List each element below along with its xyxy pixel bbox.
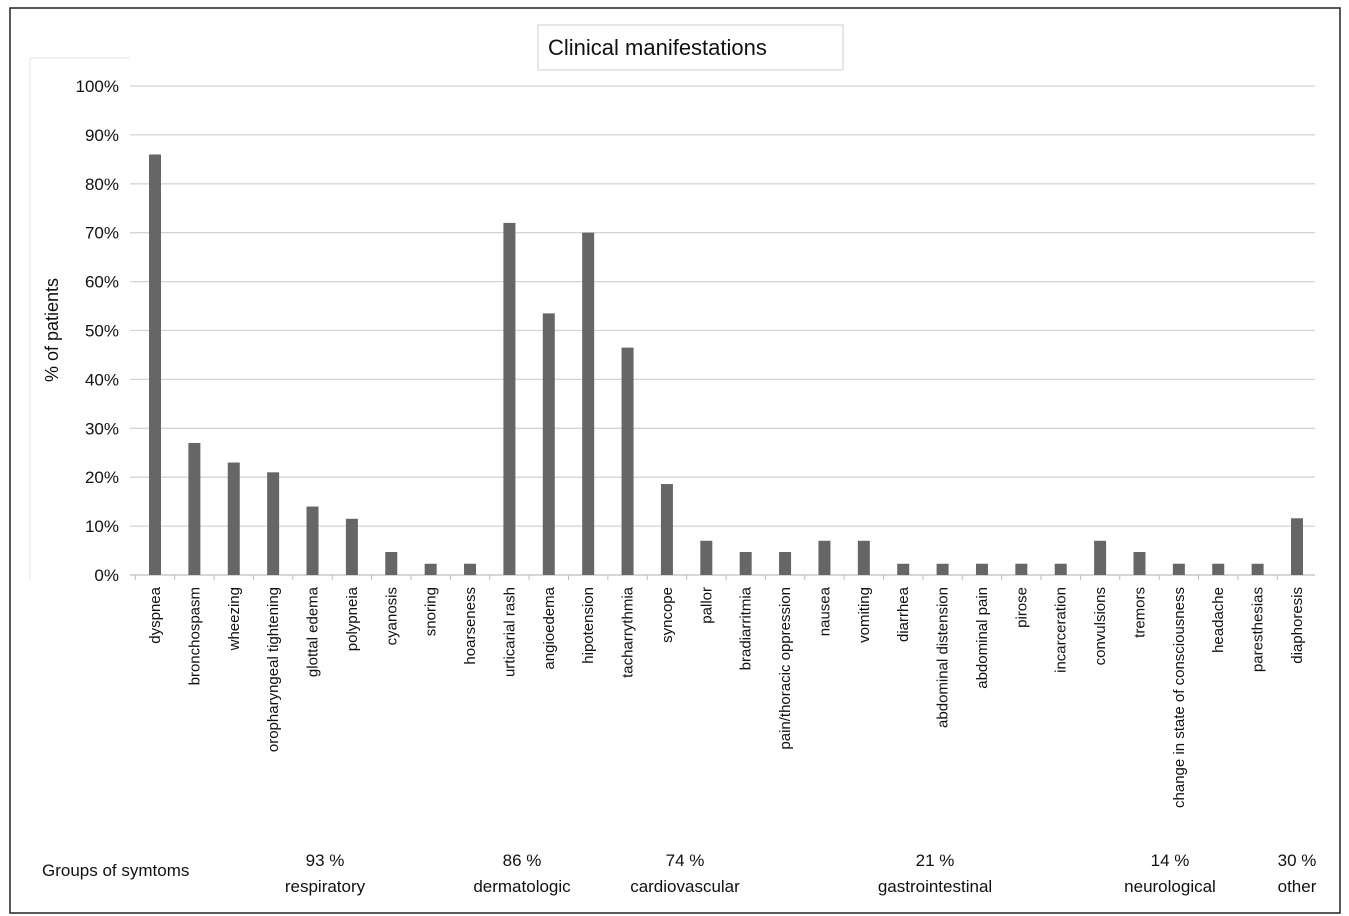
category-label: pain/thoracic oppression <box>777 587 794 750</box>
bar <box>1212 563 1225 575</box>
bar <box>1291 518 1303 575</box>
y-tick-label: 30% <box>85 419 119 438</box>
category-label: tremors <box>1131 587 1148 638</box>
category-label: pirose <box>1013 587 1030 628</box>
axes <box>29 57 1315 580</box>
group-percent: 14 % <box>1151 851 1190 870</box>
category-label: urticarial rash <box>501 587 518 677</box>
category-label: convulsions <box>1092 587 1109 665</box>
bar <box>503 222 516 576</box>
group-percent: 93 % <box>306 851 345 870</box>
y-tick-label: 60% <box>85 273 119 292</box>
bar <box>464 563 477 575</box>
bar <box>267 472 280 575</box>
bar <box>1251 563 1264 575</box>
bars <box>149 154 1303 576</box>
group-name: other <box>1278 877 1317 896</box>
group-percent: 74 % <box>666 851 705 870</box>
category-label: tacharrythmia <box>620 586 637 678</box>
category-label: dyspnea <box>147 586 164 643</box>
title-box <box>537 24 844 71</box>
category-label: vomiting <box>856 587 873 643</box>
group-name: dermatologic <box>473 877 571 896</box>
category-label: nausea <box>816 586 833 636</box>
bar <box>621 347 634 575</box>
bar <box>818 540 831 575</box>
category-label: oropharyngeal tightening <box>265 587 282 752</box>
category-label: cyanosis <box>383 587 400 645</box>
category-label: polypneia <box>344 586 361 651</box>
groups-label: Groups of symtoms <box>42 861 189 880</box>
bar <box>149 154 161 575</box>
figure-frame <box>9 7 1341 914</box>
bar <box>975 563 988 575</box>
group-percent: 21 % <box>916 851 955 870</box>
y-tick-label: 0% <box>94 566 119 585</box>
bar <box>897 563 910 575</box>
category-label: incarceration <box>1053 587 1070 673</box>
bar <box>385 552 398 575</box>
bar <box>779 552 792 575</box>
y-tick-labels: 0% 10% 20% 30% 40% 50% 60% 70% 80% 90% 100% <box>76 77 119 585</box>
category-label: pallor <box>698 587 715 624</box>
symptom-groups: 93 % respiratory 86 % dermatologic 74 % cardi… <box>285 851 1317 896</box>
category-label: headache <box>1210 587 1227 653</box>
gridlines <box>130 85 1315 527</box>
category-label: bronchospasm <box>186 587 203 685</box>
bar <box>345 518 358 575</box>
category-label: change in state of consciousness <box>1171 587 1188 808</box>
y-tick-label: 100% <box>76 77 119 96</box>
bar <box>424 563 437 575</box>
group-name: gastrointestinal <box>878 877 992 896</box>
category-label: hipotension <box>580 587 597 664</box>
category-label: hoarseness <box>462 587 479 665</box>
category-label: abdominal pain <box>974 587 991 689</box>
y-tick-label: 80% <box>85 175 119 194</box>
group-percent: 30 % <box>1278 851 1317 870</box>
category-label: glottal edema <box>305 586 322 677</box>
y-tick-label: 50% <box>85 322 119 341</box>
category-label: abdominal distension <box>935 587 952 728</box>
category-label: syncope <box>659 587 676 643</box>
group-name: cardiovascular <box>630 877 740 896</box>
bar <box>1133 552 1146 575</box>
category-label: wheezing <box>226 587 243 651</box>
bar <box>857 540 870 575</box>
category-label: paresthesias <box>1250 587 1267 672</box>
bar <box>227 462 240 575</box>
bar <box>700 540 713 575</box>
bar <box>1172 563 1185 575</box>
bar <box>188 442 201 575</box>
bar <box>660 484 673 575</box>
bar <box>1054 563 1067 575</box>
bar <box>1094 540 1107 575</box>
y-tick-label: 10% <box>85 517 119 536</box>
category-label: snoring <box>423 587 440 636</box>
bar <box>739 552 752 575</box>
bar <box>1015 563 1028 575</box>
group-percent: 86 % <box>503 851 542 870</box>
group-name: neurological <box>1124 877 1216 896</box>
y-tick-label: 70% <box>85 224 119 243</box>
y-axis-label: % of patients <box>42 278 62 382</box>
bar <box>542 313 555 575</box>
y-tick-label: 20% <box>85 468 119 487</box>
y-tick-label: 40% <box>85 370 119 389</box>
y-tick-label: 90% <box>85 126 119 145</box>
category-labels: dyspnea bronchospasm wheezing oropharyngeal… <box>147 586 1306 808</box>
bar <box>936 563 949 575</box>
category-label: diarrhea <box>895 586 912 642</box>
chart-title: Clinical manifestations <box>548 35 767 60</box>
bar <box>582 232 595 575</box>
category-label: angioedema <box>541 586 558 669</box>
bar <box>306 506 319 575</box>
category-label: bradiarritmia <box>738 586 755 670</box>
group-name: respiratory <box>285 877 366 896</box>
category-label: diaphoresis <box>1289 587 1306 664</box>
